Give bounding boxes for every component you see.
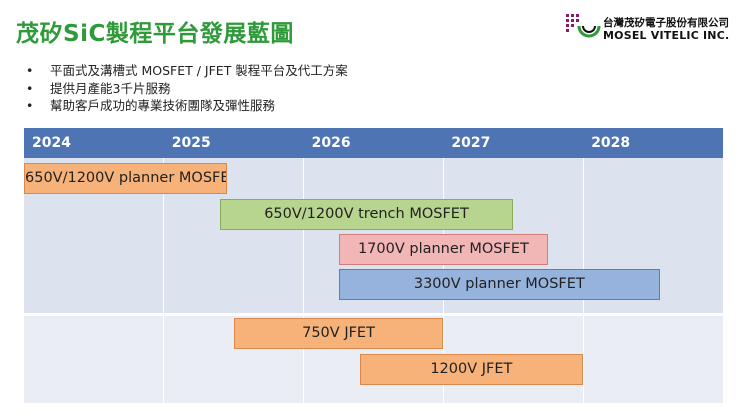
roadmap-bar: 650V/1200V trench MOSFET — [219, 199, 514, 230]
roadmap-bar: 750V JFET — [233, 318, 444, 349]
bullet-list: 平面式及溝槽式 MOSFET / JFET 製程平台及代工方案 提供月產能3千片… — [26, 62, 348, 115]
roadmap-bar: 3300V planner MOSFET — [338, 269, 661, 300]
year-label: 2027 — [451, 135, 491, 151]
bullet-item: 幫助客戶成功的專業技術團隊及彈性服務 — [26, 97, 348, 115]
company-name-en: MOSEL VITELIC INC. — [603, 29, 730, 42]
roadmap-bar: 1700V planner MOSFET — [338, 234, 549, 265]
year-label: 2026 — [311, 135, 351, 151]
year-label: 2024 — [32, 135, 71, 151]
year-header: 2024 2025 2026 2027 2028 — [24, 128, 723, 158]
bullet-item: 平面式及溝槽式 MOSFET / JFET 製程平台及代工方案 — [26, 62, 348, 80]
company-logo: 台灣茂矽電子股份有限公司 MOSEL VITELIC INC. — [565, 12, 735, 46]
year-divider — [303, 158, 305, 403]
logo-mark-icon — [566, 14, 601, 38]
roadmap-bar: 650V/1200V planner MOSFET — [24, 163, 227, 194]
roadmap-timeline: 2024 2025 2026 2027 2028 650V/1200V plan… — [24, 128, 723, 403]
year-label: 2028 — [591, 135, 631, 151]
bullet-item: 提供月產能3千片服務 — [26, 80, 348, 98]
year-divider — [163, 158, 165, 403]
company-name-cn: 台灣茂矽電子股份有限公司 — [603, 17, 729, 29]
page-title: 茂矽SiC製程平台發展藍圖 — [16, 21, 294, 47]
band-separator — [24, 313, 723, 316]
year-label: 2025 — [171, 135, 211, 151]
roadmap-bar: 1200V JFET — [359, 354, 584, 385]
